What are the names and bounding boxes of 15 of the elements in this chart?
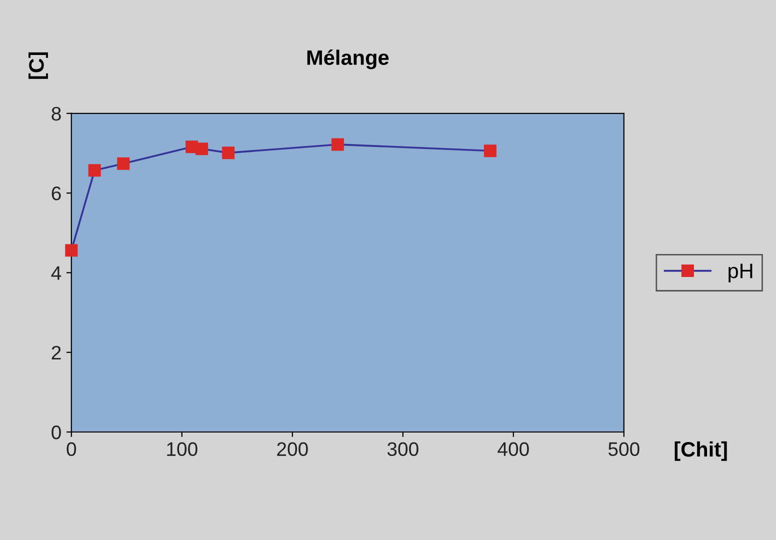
y-tick-label: 4 [51,266,62,280]
x-axis-title: [Chit] [674,441,727,461]
y-axis-title: [C] [28,52,48,79]
legend-label: pH [728,264,752,282]
y-tick-label: 2 [52,346,61,360]
y-tick-label: 0 [52,425,61,440]
x-tick-label: 500 [608,442,640,456]
x-tick-label: 300 [387,442,418,456]
y-tick-label: 8 [52,106,61,121]
x-tick-label: 200 [277,442,308,456]
x-tick-label: 0 [66,442,76,456]
chart-title: Mélange [307,50,389,70]
x-tick-label: 100 [167,442,198,456]
y-tick-label: 6 [52,186,61,200]
x-tick-label: 400 [498,442,529,456]
